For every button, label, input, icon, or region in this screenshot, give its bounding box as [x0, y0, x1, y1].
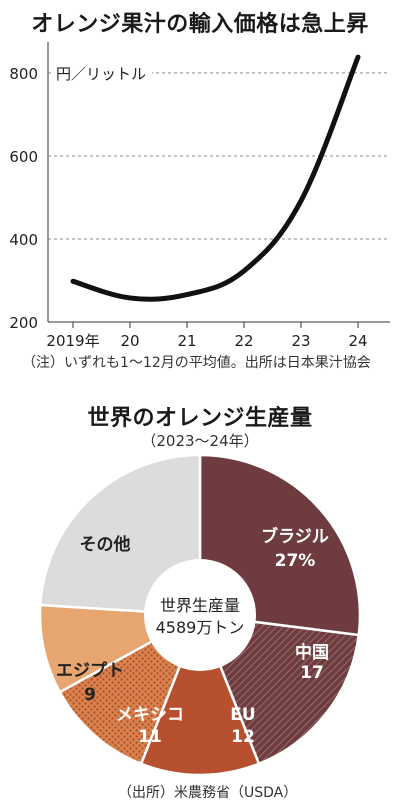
slice-value: 17	[300, 663, 324, 683]
y-tick-label: 600	[9, 148, 38, 166]
unit-label-bg	[52, 61, 152, 84]
slice-value: 27%	[275, 551, 316, 571]
x-tick-label: 20	[120, 332, 139, 350]
center-value: 4589万トン	[156, 618, 245, 637]
slice-label: その他	[80, 534, 131, 555]
unit-label: 円／リットル	[56, 65, 146, 83]
x-tick-label: 22	[234, 332, 253, 350]
pie-slice	[139, 611, 261, 777]
slice-label: エジプト	[56, 660, 124, 681]
slice-label: メキシコ	[116, 705, 184, 725]
x-tick-label: 24	[348, 332, 367, 350]
slice-value: 9	[84, 685, 96, 705]
y-tick-label: 400	[9, 231, 38, 249]
x-tick-label: 2019年	[46, 332, 99, 350]
slice-value: 11	[138, 727, 162, 747]
x-tick-label: 23	[291, 332, 310, 350]
line-chart-title: オレンジ果汁の輸入価格は急上昇	[31, 12, 369, 37]
pie-slice	[38, 453, 202, 617]
pie-chart-title: 世界のオレンジ生産量	[87, 406, 313, 431]
pie-chart-source: （出所）米農務省（USDA）	[118, 785, 298, 801]
slice-label: EU	[230, 705, 255, 725]
line-chart: 200 400 600 800 円／リットル 2019年 20 21 22 23 24	[9, 42, 390, 350]
y-tick-label: 200	[9, 314, 38, 332]
x-tick-label: 21	[177, 332, 196, 350]
center-label: 世界生産量	[160, 596, 240, 615]
line-chart-note: （注）いずれも1～12月の平均値。出所は日本果汁協会	[22, 355, 371, 371]
slice-value: 12	[231, 727, 255, 747]
pie-center	[144, 559, 256, 671]
pie-chart-subtitle: （2023～24年）	[141, 432, 259, 450]
slice-label: 中国	[295, 642, 329, 663]
y-tick-label: 800	[9, 65, 38, 83]
slice-label: ブラジル	[261, 526, 329, 547]
price-line	[70, 54, 361, 302]
